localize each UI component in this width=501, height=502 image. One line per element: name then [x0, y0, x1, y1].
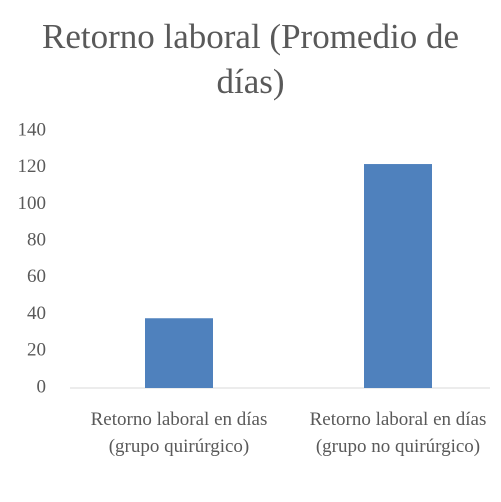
bar — [145, 318, 213, 388]
y-tick-label: 80 — [27, 230, 46, 251]
y-tick-label: 40 — [27, 303, 46, 324]
y-tick-label: 20 — [27, 340, 46, 361]
x-tick-label: Retorno laboral en días (grupo no quirúr… — [309, 409, 487, 457]
y-tick-label: 60 — [27, 266, 46, 287]
y-tick-label: 140 — [18, 119, 47, 140]
x-tick-label: Retorno laboral en días (grupo quirúrgic… — [90, 409, 268, 457]
chart-title: Retorno laboral (Promedio de días) — [42, 17, 459, 101]
y-tick-label: 120 — [18, 156, 47, 177]
y-tick-label: 0 — [37, 376, 47, 397]
bar — [364, 164, 432, 388]
y-tick-label: 100 — [18, 193, 47, 214]
